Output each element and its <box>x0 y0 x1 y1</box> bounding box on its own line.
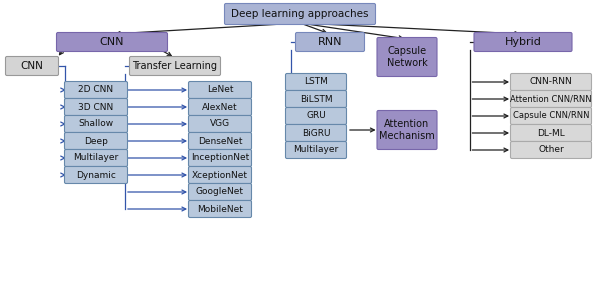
FancyBboxPatch shape <box>511 142 592 158</box>
FancyBboxPatch shape <box>511 73 592 90</box>
Text: Hybrid: Hybrid <box>505 37 541 47</box>
Text: Capsule
Network: Capsule Network <box>386 46 427 68</box>
Text: 2D CNN: 2D CNN <box>79 86 113 95</box>
Text: Multilayer: Multilayer <box>73 153 119 162</box>
FancyBboxPatch shape <box>377 110 437 149</box>
FancyBboxPatch shape <box>65 116 128 132</box>
FancyBboxPatch shape <box>511 108 592 125</box>
Text: DL-ML: DL-ML <box>537 129 565 138</box>
FancyBboxPatch shape <box>65 166 128 184</box>
FancyBboxPatch shape <box>56 32 167 51</box>
FancyBboxPatch shape <box>188 81 251 99</box>
Text: Attention
Mechanism: Attention Mechanism <box>379 119 435 141</box>
FancyBboxPatch shape <box>286 125 347 142</box>
Text: LSTM: LSTM <box>304 77 328 86</box>
Text: Other: Other <box>538 145 564 155</box>
Text: Attention CNN/RNN: Attention CNN/RNN <box>510 95 592 103</box>
FancyBboxPatch shape <box>65 99 128 116</box>
FancyBboxPatch shape <box>286 73 347 90</box>
Text: Deep learning approaches: Deep learning approaches <box>231 9 369 19</box>
FancyBboxPatch shape <box>65 149 128 166</box>
Text: Multilayer: Multilayer <box>293 145 338 155</box>
FancyBboxPatch shape <box>474 32 572 51</box>
FancyBboxPatch shape <box>65 132 128 149</box>
Text: BiGRU: BiGRU <box>302 129 330 138</box>
FancyBboxPatch shape <box>130 57 221 75</box>
FancyBboxPatch shape <box>188 149 251 166</box>
Text: CNN: CNN <box>100 37 124 47</box>
FancyBboxPatch shape <box>188 116 251 132</box>
FancyBboxPatch shape <box>188 99 251 116</box>
FancyBboxPatch shape <box>286 90 347 108</box>
FancyBboxPatch shape <box>5 57 59 75</box>
Text: GRU: GRU <box>306 112 326 121</box>
Text: Capsule CNN/RNN: Capsule CNN/RNN <box>513 112 589 121</box>
FancyBboxPatch shape <box>296 32 365 51</box>
Text: MobileNet: MobileNet <box>197 205 243 214</box>
FancyBboxPatch shape <box>286 142 347 158</box>
Text: CNN-RNN: CNN-RNN <box>530 77 572 86</box>
Text: 3D CNN: 3D CNN <box>79 103 113 112</box>
FancyBboxPatch shape <box>188 166 251 184</box>
Text: XceptionNet: XceptionNet <box>192 171 248 179</box>
FancyBboxPatch shape <box>511 90 592 108</box>
Text: BiLSTM: BiLSTM <box>299 95 332 103</box>
FancyBboxPatch shape <box>511 125 592 142</box>
Text: VGG: VGG <box>210 119 230 129</box>
Text: Deep: Deep <box>84 136 108 145</box>
Text: InceptionNet: InceptionNet <box>191 153 249 162</box>
FancyBboxPatch shape <box>65 81 128 99</box>
FancyBboxPatch shape <box>188 201 251 218</box>
Text: GoogleNet: GoogleNet <box>196 188 244 197</box>
Text: Dynamic: Dynamic <box>76 171 116 179</box>
Text: RNN: RNN <box>318 37 342 47</box>
Text: Shallow: Shallow <box>79 119 113 129</box>
FancyBboxPatch shape <box>224 3 376 25</box>
Text: CNN: CNN <box>20 61 43 71</box>
FancyBboxPatch shape <box>188 132 251 149</box>
Text: Transfer Learning: Transfer Learning <box>133 61 218 71</box>
Text: LeNet: LeNet <box>207 86 233 95</box>
Text: AlexNet: AlexNet <box>202 103 238 112</box>
Text: DenseNet: DenseNet <box>198 136 242 145</box>
FancyBboxPatch shape <box>188 184 251 201</box>
FancyBboxPatch shape <box>377 38 437 77</box>
FancyBboxPatch shape <box>286 108 347 125</box>
